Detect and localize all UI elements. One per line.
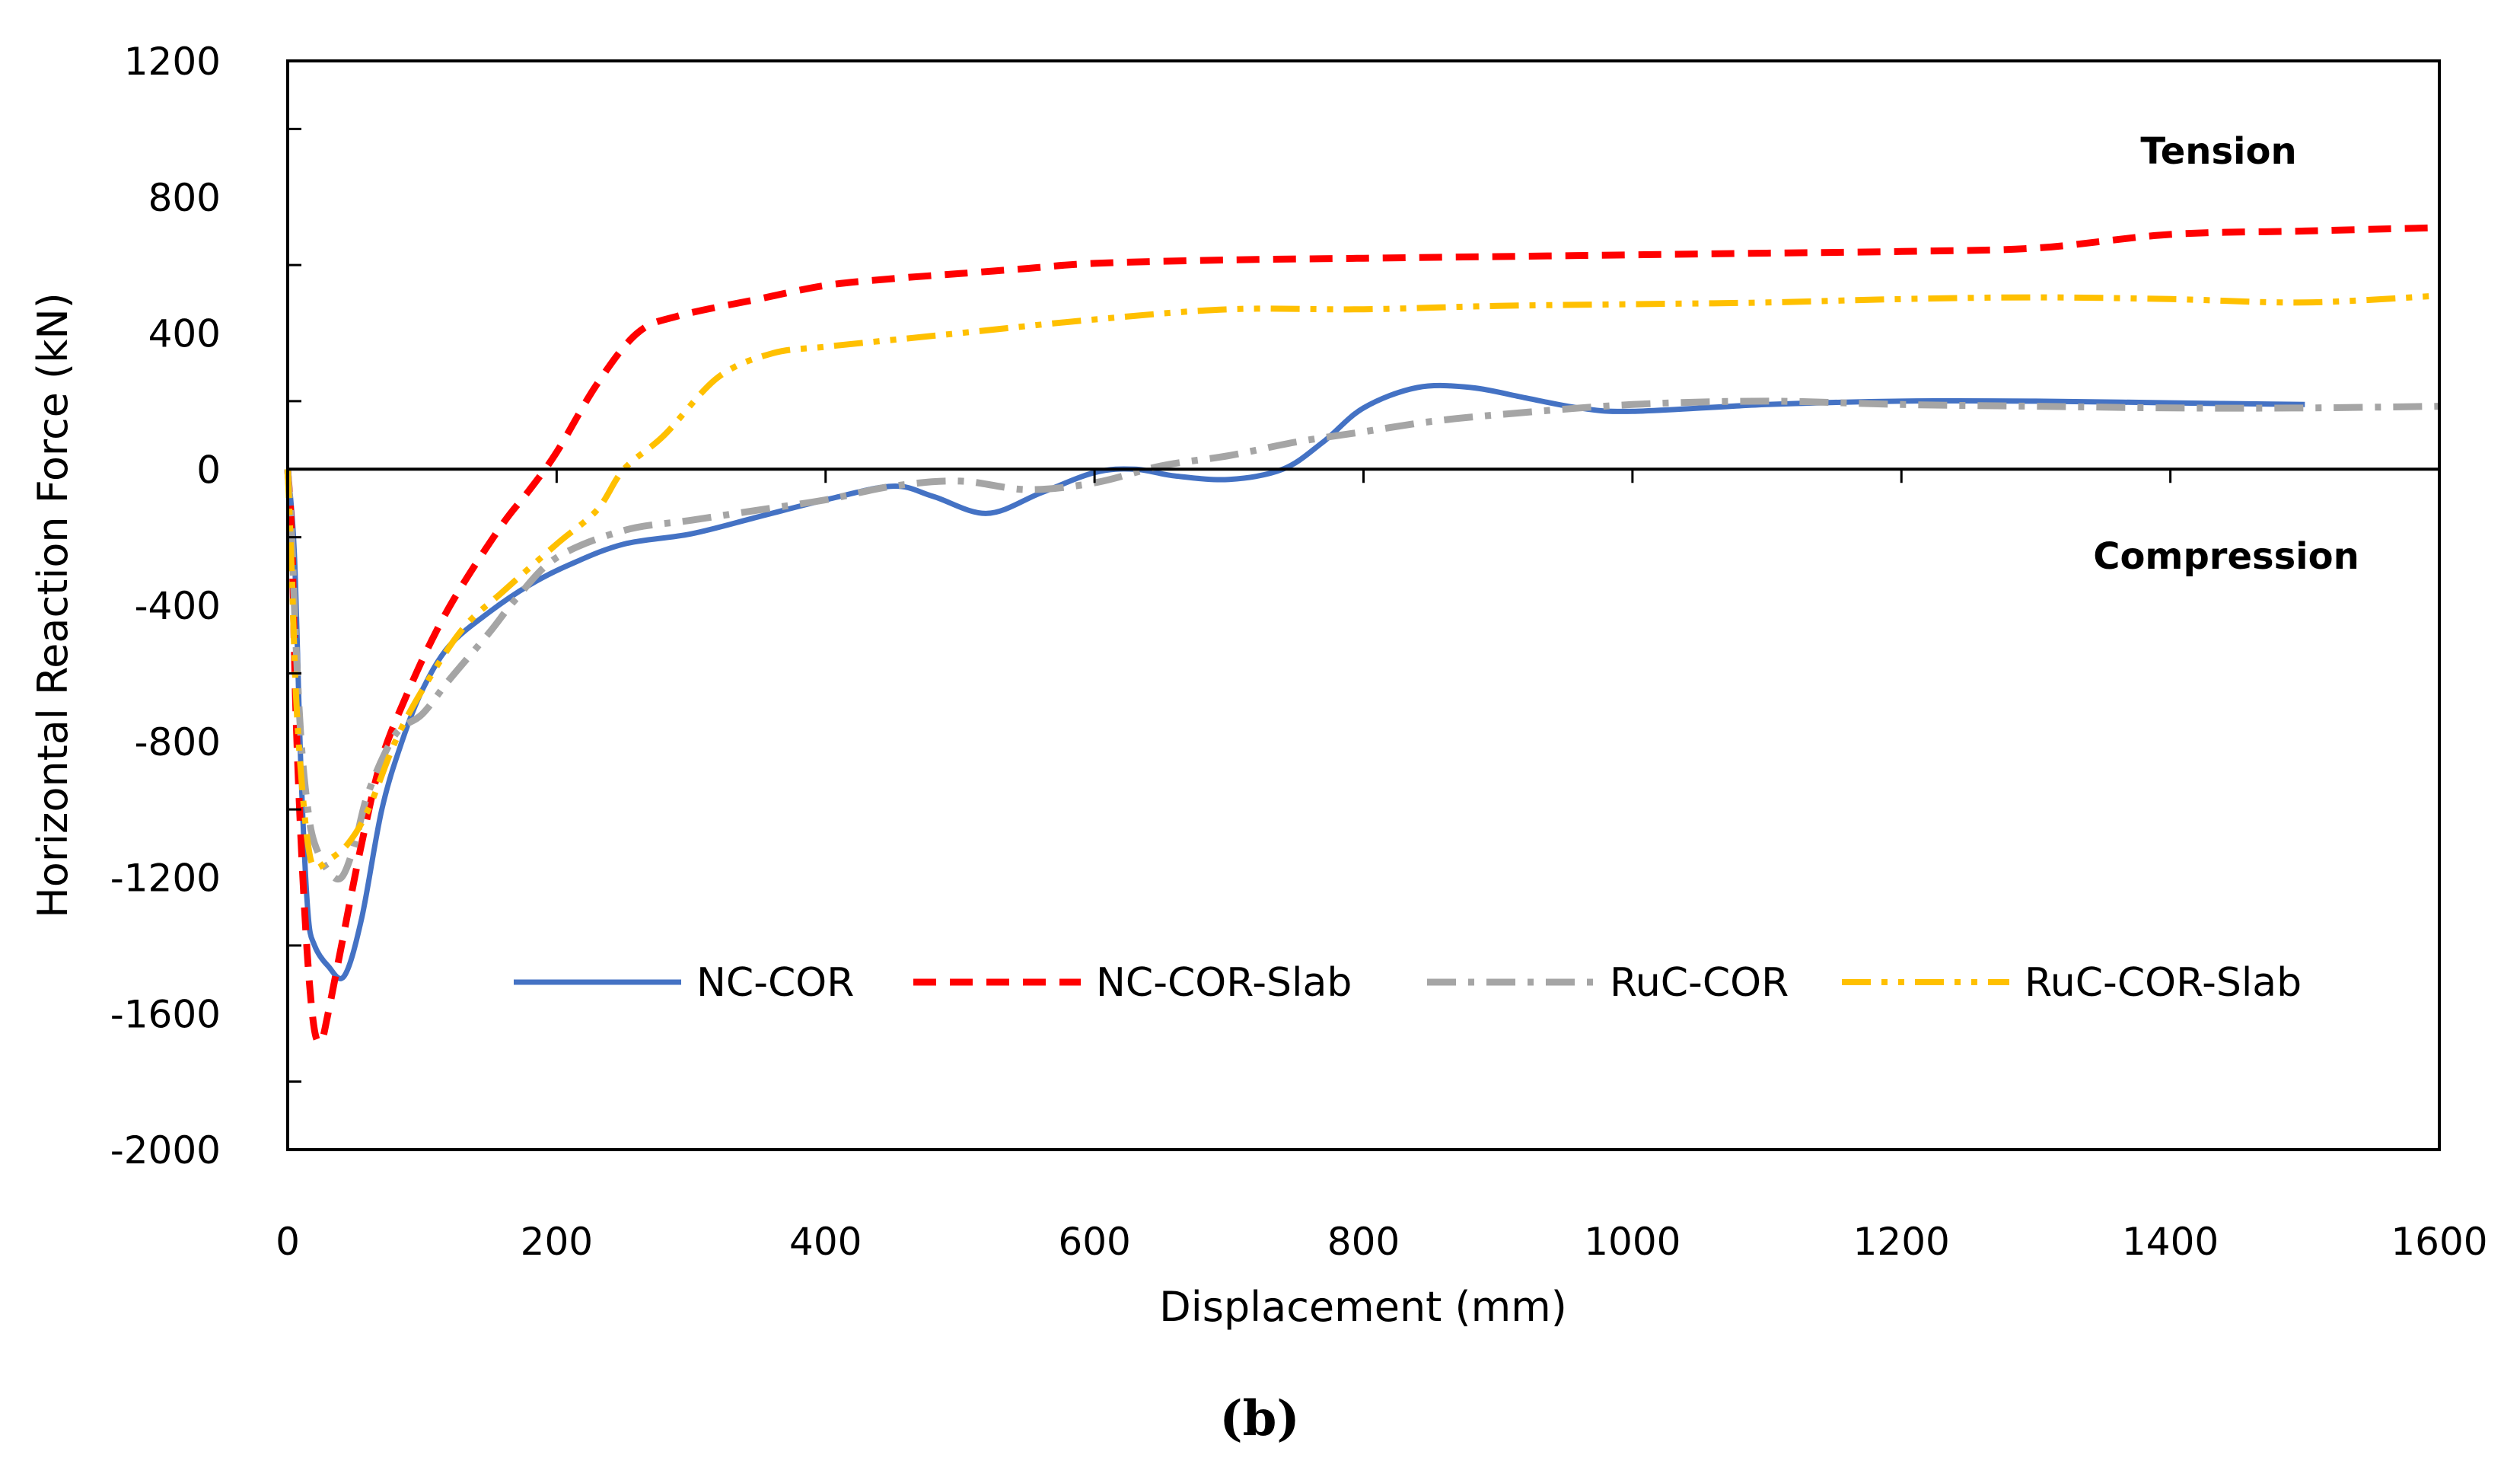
figure-caption: (b) bbox=[1219, 1390, 1299, 1447]
x-tick-label: 400 bbox=[789, 1220, 862, 1264]
x-tick-label: 1400 bbox=[2122, 1220, 2219, 1264]
y-tick-label: -1600 bbox=[110, 992, 221, 1036]
y-tick-label: 1200 bbox=[124, 40, 221, 84]
series-line-nc-cor bbox=[285, 382, 2305, 981]
series-line-ruc-cor-slab bbox=[285, 292, 2440, 872]
legend: NC-COR NC-COR-Slab RuC-COR RuC-COR-Slab bbox=[514, 960, 2302, 1006]
x-tick-label: 800 bbox=[1327, 1220, 1400, 1264]
series-layer bbox=[284, 224, 2440, 1046]
x-tick-label: 0 bbox=[276, 1220, 300, 1264]
series-line-ruc-cor bbox=[284, 397, 2440, 883]
x-axis-title: Displacement (mm) bbox=[1159, 1283, 1567, 1331]
x-tick-label: 1000 bbox=[1584, 1220, 1681, 1264]
y-tick-label: -800 bbox=[135, 720, 221, 764]
annotation-tension: Tension bbox=[2140, 130, 2296, 173]
legend-label-nc-cor: NC-COR bbox=[696, 960, 854, 1006]
x-tick-label: 1600 bbox=[2391, 1220, 2487, 1264]
y-tick-label: 400 bbox=[148, 312, 221, 356]
plot-frame bbox=[286, 59, 2441, 1151]
y-tick-label: -2000 bbox=[110, 1128, 221, 1172]
y-axis-ticks: 1200 800 400 0 -400 -800 -1200 -1600 -2000 bbox=[110, 40, 301, 1172]
y-tick-label: 800 bbox=[148, 176, 221, 220]
legend-label-ruc-cor-slab: RuC-COR-Slab bbox=[2025, 960, 2302, 1006]
annotation-compression: Compression bbox=[2093, 535, 2359, 578]
series-line-nc-cor-slab bbox=[284, 224, 2440, 1046]
x-tick-label: 1200 bbox=[1853, 1220, 1950, 1264]
y-tick-label: 0 bbox=[196, 448, 221, 492]
y-tick-label: -1200 bbox=[110, 857, 221, 901]
y-axis-title: Horizontal Reaction Force (kN) bbox=[29, 292, 77, 918]
legend-label-nc-cor-slab: NC-COR-Slab bbox=[1096, 960, 1352, 1006]
x-tick-label: 200 bbox=[521, 1220, 593, 1264]
y-tick-label: -400 bbox=[135, 584, 221, 628]
legend-label-ruc-cor: RuC-COR bbox=[1610, 960, 1789, 1006]
x-axis-ticks: 0 200 400 600 800 1000 1200 1400 1600 bbox=[276, 469, 2488, 1264]
x-tick-label: 600 bbox=[1058, 1220, 1130, 1264]
